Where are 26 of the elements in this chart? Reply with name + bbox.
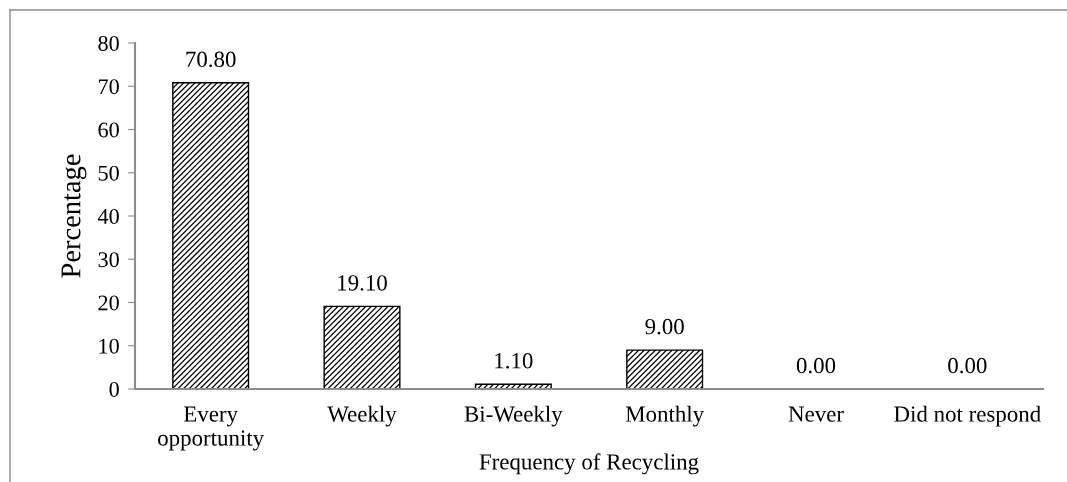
bar bbox=[323, 305, 401, 389]
x-tick-label: Bi-Weekly bbox=[464, 405, 563, 427]
bar bbox=[172, 82, 250, 389]
y-tick-label: 30 bbox=[98, 252, 119, 268]
x-axis-title: Frequency of Recycling bbox=[479, 453, 699, 475]
x-tick-label: Every opportunity bbox=[158, 406, 265, 451]
data-label: 9.00 bbox=[645, 318, 684, 335]
data-label: 0.00 bbox=[948, 357, 987, 374]
x-tick-label: Did not respond bbox=[894, 405, 1041, 427]
data-label: 0.00 bbox=[796, 357, 836, 374]
x-tick-label: Monthly bbox=[625, 405, 705, 427]
y-axis-title: Percentage bbox=[61, 154, 87, 278]
x-tick-label: Weekly bbox=[327, 405, 397, 427]
bar bbox=[626, 349, 704, 389]
y-tick-label: 20 bbox=[98, 295, 119, 311]
y-tick-label: 10 bbox=[99, 338, 119, 354]
data-label: 70.80 bbox=[186, 51, 236, 68]
y-tick-label: 70 bbox=[98, 79, 119, 95]
y-tick-label: 80 bbox=[98, 35, 119, 51]
x-tick-label: Never bbox=[788, 406, 844, 422]
data-label: 19.10 bbox=[338, 275, 387, 291]
y-tick-label: 50 bbox=[98, 165, 119, 181]
y-tick-label: 0 bbox=[109, 381, 119, 397]
data-label: 1.10 bbox=[495, 353, 533, 369]
y-tick-label: 40 bbox=[97, 208, 119, 224]
y-tick-label: 60 bbox=[98, 122, 119, 138]
